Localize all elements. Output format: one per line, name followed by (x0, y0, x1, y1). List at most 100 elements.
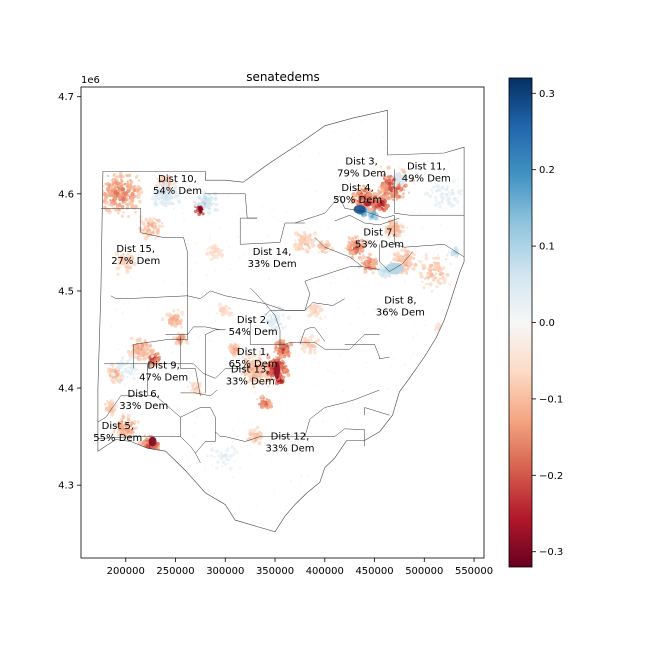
heat-dot (471, 105, 473, 107)
heat-dot (157, 224, 162, 229)
heat-dot (302, 129, 305, 132)
heat-dot (274, 359, 278, 363)
heat-dot (440, 330, 444, 334)
heat-dot (305, 516, 308, 519)
heat-dot (378, 196, 382, 200)
heat-dot (479, 135, 481, 137)
heat-dot (264, 541, 266, 543)
heat-dot (248, 144, 251, 146)
heat-dot (128, 164, 131, 166)
heat-dot (365, 194, 370, 199)
heat-dot (353, 198, 356, 201)
heat-dot (271, 451, 274, 454)
heat-dot (461, 540, 463, 542)
heat-dot (383, 274, 388, 279)
heat-dot (416, 334, 419, 336)
heat-dot (358, 258, 362, 261)
heat-dot (290, 480, 292, 482)
heat-dot (421, 450, 423, 453)
heat-dot (436, 248, 438, 251)
heat-dot (208, 201, 211, 205)
heat-dot (103, 142, 106, 145)
heat-dot (152, 516, 155, 519)
heat-dot (411, 503, 414, 505)
heat-dot (299, 481, 301, 484)
heat-dot (431, 277, 436, 282)
heat-dot (319, 316, 323, 321)
heat-dot (286, 451, 289, 453)
heat-dot (430, 289, 434, 293)
heat-dot (446, 322, 449, 325)
heat-dot (353, 249, 357, 253)
heat-dot (114, 207, 119, 212)
heat-dot (388, 219, 393, 224)
heat-dot (191, 159, 194, 161)
heat-dot (372, 538, 374, 540)
heat-dot (109, 401, 112, 404)
heat-dot (410, 421, 412, 424)
heat-dot (364, 237, 366, 240)
heat-dot (225, 309, 228, 312)
heat-dot (189, 522, 192, 525)
heat-dot (360, 238, 364, 242)
heat-dot (314, 432, 317, 435)
heat-dot (137, 192, 141, 196)
heat-dot (312, 349, 315, 352)
heat-dot (226, 458, 231, 462)
heat-dot (180, 325, 183, 329)
heat-dot (481, 261, 483, 263)
heat-dot (286, 315, 291, 320)
heat-dot (362, 313, 365, 315)
heat-dot (355, 237, 358, 240)
heat-dot (398, 234, 402, 238)
heat-dot (395, 198, 399, 201)
heat-dot (84, 405, 86, 407)
heat-dot (343, 520, 345, 523)
heat-dot (411, 266, 416, 271)
heat-dot (437, 323, 442, 327)
heat-dot (388, 160, 390, 163)
heat-dot (352, 185, 355, 188)
heat-dot (427, 279, 429, 282)
heat-dot (431, 414, 434, 417)
heat-dot (335, 129, 337, 132)
heat-dot (344, 413, 346, 416)
heat-dot (206, 377, 208, 379)
heat-dot (395, 191, 399, 195)
heat-dot (253, 170, 256, 172)
heat-dot (393, 174, 397, 178)
heat-dot (452, 350, 455, 353)
heat-dot (194, 262, 197, 265)
heat-dot (252, 383, 255, 386)
heat-dot (121, 205, 125, 209)
heat-dot (413, 208, 416, 211)
heat-dot (449, 333, 453, 336)
heat-dot (215, 553, 217, 555)
heat-dot (472, 337, 474, 339)
heat-dot (279, 527, 282, 530)
heat-dot (174, 464, 177, 467)
heat-dot (113, 308, 115, 311)
heat-dot (126, 376, 129, 379)
heat-dot (121, 214, 124, 218)
heat-dot (148, 449, 153, 454)
heat-dot (97, 200, 100, 203)
heat-dot (129, 498, 132, 501)
heat-dot (350, 306, 352, 308)
heat-dot (216, 250, 220, 254)
heat-dot (156, 196, 159, 200)
heat-dot (137, 402, 140, 405)
heat-dot (186, 341, 190, 345)
heat-dot (215, 466, 219, 471)
heat-dot (323, 247, 326, 250)
heat-dot (172, 504, 175, 507)
heat-dot (349, 246, 352, 249)
heat-dot (163, 280, 166, 283)
heat-dot (214, 320, 217, 323)
heat-dot (378, 207, 382, 212)
heat-dot (82, 509, 84, 511)
district-boundary (344, 344, 390, 360)
heat-dot (252, 520, 255, 523)
heat-dot (122, 303, 125, 305)
heat-dot (153, 223, 157, 226)
